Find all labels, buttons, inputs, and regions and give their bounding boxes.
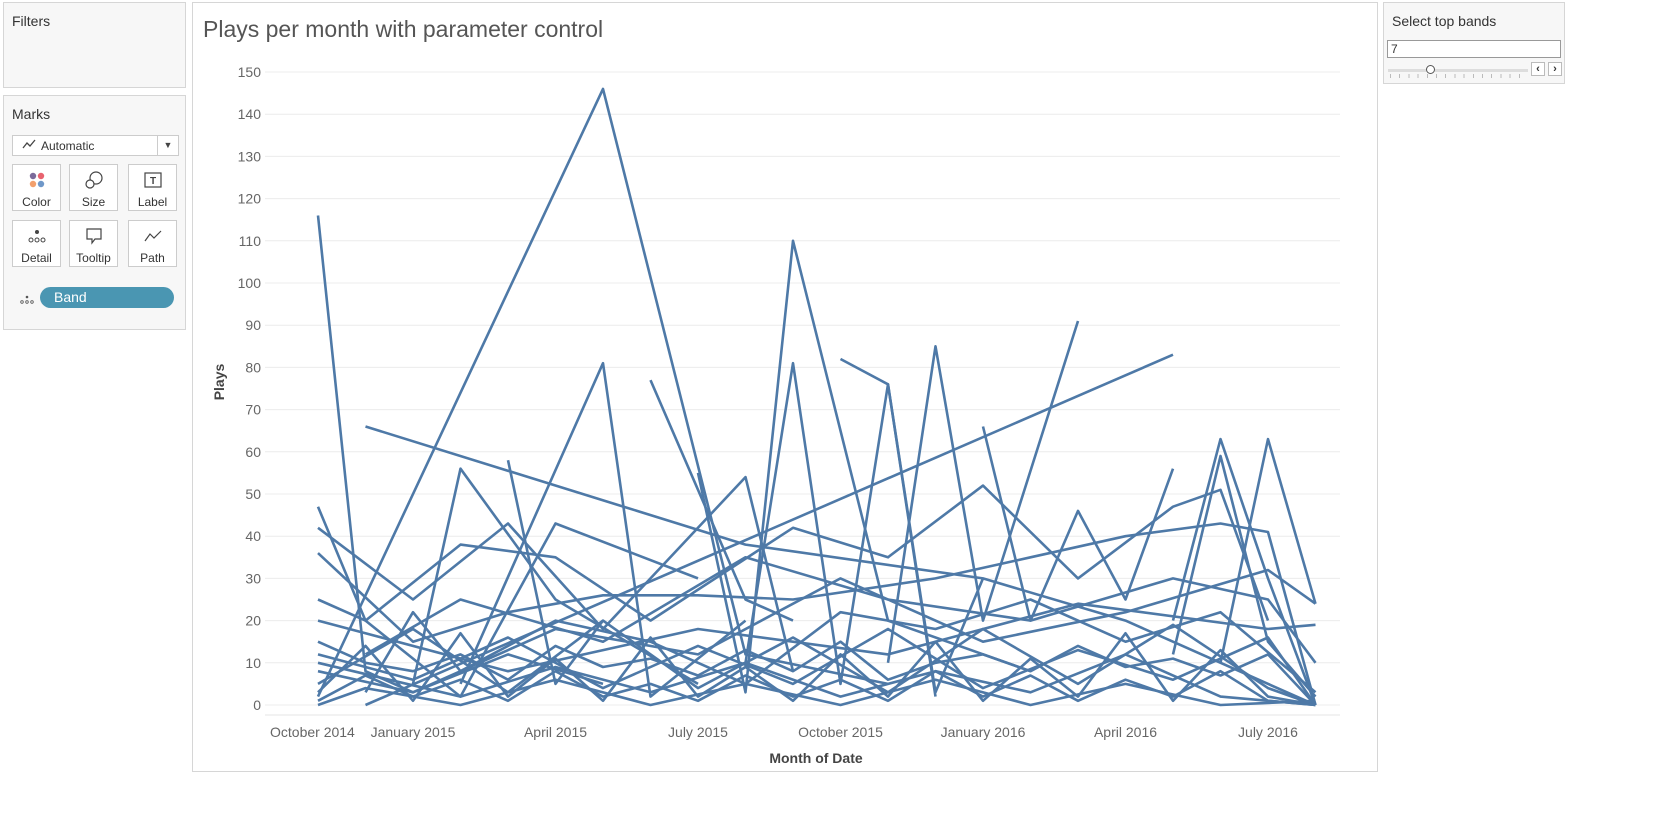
marks-card: Marks Automatic ▼ Color Size T Label Det…	[3, 95, 186, 330]
marks-title: Marks	[12, 106, 51, 122]
size-label: Size	[81, 195, 106, 209]
parameter-title: Select top bands	[1392, 13, 1497, 29]
band-pill[interactable]: Band	[40, 287, 174, 308]
increment-button[interactable]: ›	[1548, 62, 1562, 76]
label-label: Label	[137, 195, 168, 209]
chevron-down-icon[interactable]: ▼	[157, 136, 178, 155]
detail-icon	[13, 227, 60, 247]
detail-label: Detail	[21, 251, 52, 265]
tooltip-button[interactable]: Tooltip	[69, 220, 118, 267]
top-bands-slider[interactable]	[1388, 69, 1528, 72]
size-icon	[70, 171, 117, 191]
label-button[interactable]: T Label	[128, 164, 177, 211]
parameter-control: Select top bands 7 ‹ ›	[1383, 2, 1565, 84]
slider-thumb[interactable]	[1426, 65, 1435, 74]
mark-type-dropdown[interactable]: Automatic ▼	[12, 135, 179, 156]
path-icon	[129, 227, 176, 247]
chart-title: Plays per month with parameter control	[203, 16, 604, 42]
filters-shelf[interactable]: Filters	[3, 2, 186, 88]
mark-type-label: Automatic	[41, 139, 95, 153]
svg-text:T: T	[149, 176, 155, 187]
top-bands-input[interactable]: 7	[1387, 40, 1561, 58]
color-icon	[13, 171, 60, 191]
path-button[interactable]: Path	[128, 220, 177, 267]
color-button[interactable]: Color	[12, 164, 61, 211]
slider-ticks	[1390, 74, 1528, 78]
size-button[interactable]: Size	[69, 164, 118, 211]
filters-title: Filters	[12, 13, 51, 29]
decrement-button[interactable]: ‹	[1531, 62, 1545, 76]
tooltip-icon	[70, 227, 117, 247]
label-icon: T	[129, 171, 176, 191]
tooltip-label: Tooltip	[76, 251, 111, 265]
path-label: Path	[140, 251, 165, 265]
detail-icon	[20, 292, 34, 310]
detail-button[interactable]: Detail	[12, 220, 61, 267]
line-mark-icon	[22, 138, 36, 153]
color-label: Color	[22, 195, 51, 209]
worksheet	[192, 2, 1378, 772]
